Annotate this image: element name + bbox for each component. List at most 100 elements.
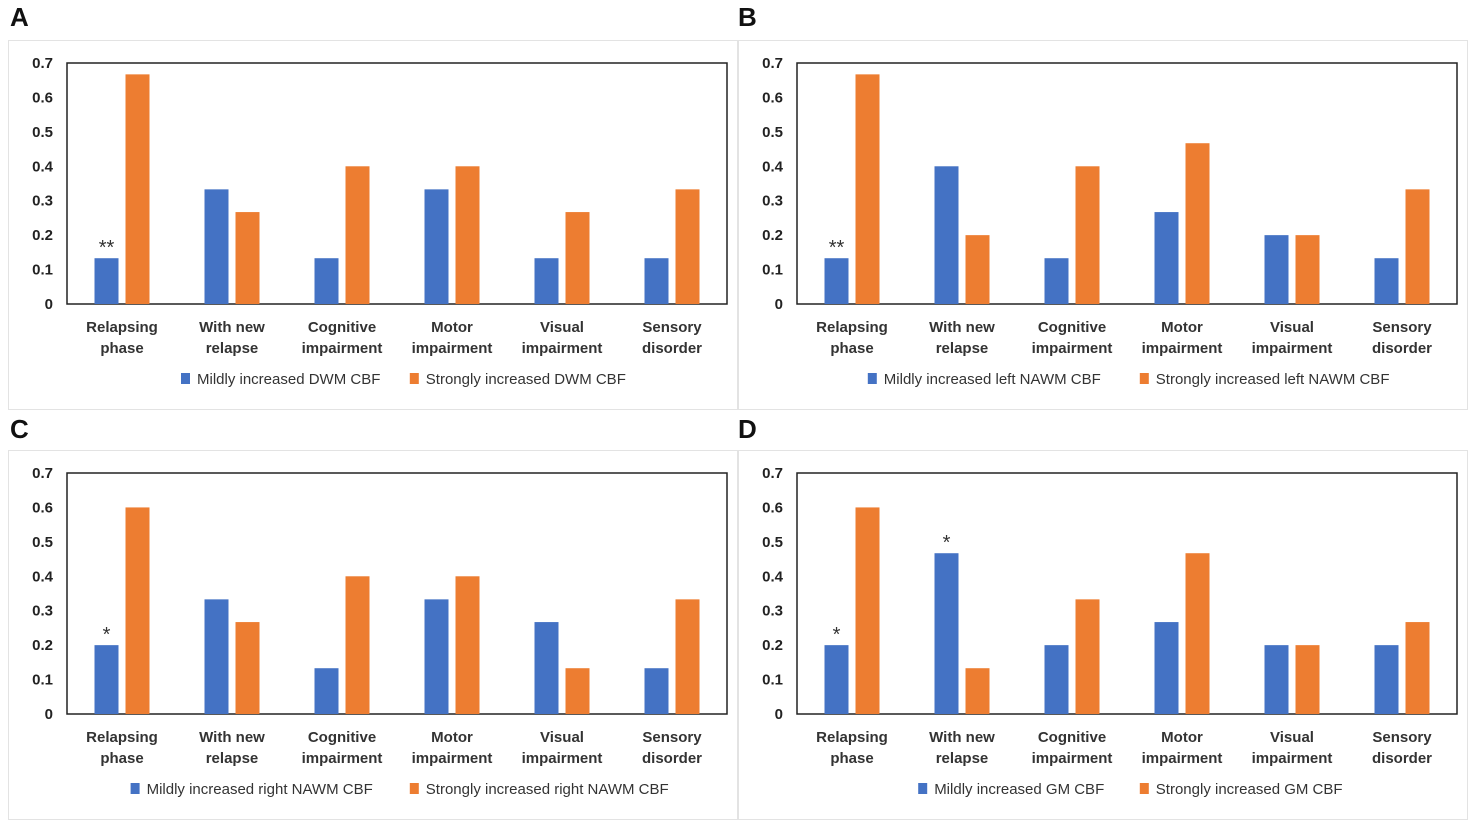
bar-strong bbox=[565, 212, 590, 304]
category-label-line: Cognitive bbox=[1038, 319, 1106, 336]
y-tick-label: 0 bbox=[45, 296, 53, 313]
category-label-line: impairment bbox=[412, 750, 493, 767]
category-label: Cognitive impairment bbox=[1032, 729, 1113, 767]
category-label-line: disorder bbox=[642, 340, 702, 357]
category-label: With new relapse bbox=[199, 729, 265, 767]
bar-mild bbox=[824, 645, 849, 714]
category-label: With new relapse bbox=[199, 319, 265, 357]
category-label-line: phase bbox=[100, 750, 143, 767]
legend-swatch-strong bbox=[409, 373, 419, 384]
bar-mild bbox=[1374, 645, 1399, 714]
legend-swatch-strong bbox=[409, 783, 419, 794]
category-label-line: Relapsing bbox=[86, 729, 158, 746]
bar-mild bbox=[424, 599, 449, 714]
y-tick-label: 0.7 bbox=[762, 465, 783, 482]
category-label-line: relapse bbox=[206, 340, 259, 357]
bar-strong bbox=[855, 74, 880, 305]
category-label-line: Motor bbox=[1161, 319, 1203, 336]
category-label-line: Sensory bbox=[642, 319, 702, 336]
bar-mild bbox=[424, 189, 449, 304]
category-label-line: disorder bbox=[1372, 340, 1432, 357]
category-label: Cognitive impairment bbox=[1032, 319, 1113, 357]
legend-swatch-mild bbox=[918, 783, 928, 794]
bar-strong bbox=[855, 507, 880, 714]
category-label: Motor impairment bbox=[412, 319, 493, 357]
bar-mild bbox=[934, 166, 959, 304]
bar-strong bbox=[1075, 599, 1100, 714]
category-label-line: relapse bbox=[936, 340, 989, 357]
bar-strong bbox=[965, 235, 990, 304]
bar-strong bbox=[1295, 645, 1320, 714]
bar-strong bbox=[1185, 143, 1210, 304]
bar-strong bbox=[455, 166, 480, 304]
category-label-line: impairment bbox=[1252, 750, 1333, 767]
y-tick-label: 0.6 bbox=[32, 89, 53, 106]
category-label-line: impairment bbox=[302, 340, 383, 357]
category-label: Relapsing phase bbox=[86, 319, 158, 357]
bar-mild bbox=[534, 258, 559, 304]
bar-strong bbox=[1405, 189, 1430, 304]
y-tick-label: 0.5 bbox=[762, 124, 783, 141]
bar-chart-c: 0 0.1 0.2 0.3 0.4 0.5 0.6 0.7 Relapsing phase With… bbox=[32, 465, 728, 798]
category-label-line: Relapsing bbox=[816, 729, 888, 746]
category-label-line: Relapsing bbox=[816, 319, 888, 336]
category-label-line: Motor bbox=[431, 319, 473, 336]
chart-panel-a: 0 0.1 0.2 0.3 0.4 0.5 0.6 0.7 Relapsing phase With… bbox=[8, 40, 738, 410]
bar-strong bbox=[965, 668, 990, 714]
bar-strong bbox=[345, 166, 370, 304]
category-label-line: Relapsing bbox=[86, 319, 158, 336]
legend-label: Mildly increased GM CBF bbox=[934, 781, 1104, 798]
bar-mild bbox=[934, 553, 959, 714]
bar-strong bbox=[675, 599, 700, 714]
y-tick-label: 0.5 bbox=[32, 124, 53, 141]
category-label-line: impairment bbox=[1142, 340, 1223, 357]
bar-strong bbox=[565, 668, 590, 714]
bar-chart-b: 0 0.1 0.2 0.3 0.4 0.5 0.6 0.7 Relapsing phase With… bbox=[762, 55, 1458, 388]
bar-mild bbox=[824, 258, 849, 304]
bar-strong bbox=[345, 576, 370, 714]
y-tick-label: 0.5 bbox=[32, 534, 53, 551]
y-tick-label: 0.3 bbox=[762, 193, 783, 210]
bar-strong bbox=[125, 507, 150, 714]
category-label-line: impairment bbox=[1032, 750, 1113, 767]
category-label: Visual impairment bbox=[522, 319, 603, 357]
category-label: Relapsing phase bbox=[86, 729, 158, 767]
category-label-line: Motor bbox=[431, 729, 473, 746]
bar-mild bbox=[1154, 622, 1179, 714]
y-tick-label: 0.1 bbox=[762, 672, 783, 689]
bar-mild bbox=[1374, 258, 1399, 304]
category-label-line: impairment bbox=[1142, 750, 1223, 767]
category-label: Visual impairment bbox=[522, 729, 603, 767]
legend-swatch-mild bbox=[181, 373, 190, 384]
bar-mild bbox=[1044, 645, 1069, 714]
panel-label-b: B bbox=[738, 2, 757, 32]
bar-strong bbox=[125, 74, 150, 305]
panel-label-c: C bbox=[10, 414, 29, 444]
category-label-line: impairment bbox=[1252, 340, 1333, 357]
chart-panel-b: 0 0.1 0.2 0.3 0.4 0.5 0.6 0.7 Relapsing phase With… bbox=[738, 40, 1468, 410]
legend-swatch-strong bbox=[1139, 783, 1149, 794]
y-tick-label: 0.1 bbox=[762, 262, 783, 279]
legend-label: Mildly increased DWM CBF bbox=[197, 371, 380, 388]
category-label: Cognitive impairment bbox=[302, 729, 383, 767]
category-label-line: impairment bbox=[522, 750, 603, 767]
y-tick-label: 0 bbox=[775, 706, 783, 723]
category-label-line: impairment bbox=[412, 340, 493, 357]
category-label: Sensory disorder bbox=[1372, 319, 1432, 357]
bar-mild bbox=[94, 645, 119, 714]
bar-chart-d: 0 0.1 0.2 0.3 0.4 0.5 0.6 0.7 Relapsing phase With… bbox=[762, 465, 1458, 798]
bar-chart-a: 0 0.1 0.2 0.3 0.4 0.5 0.6 0.7 Relapsing phase With… bbox=[32, 55, 728, 388]
y-tick-label: 0.4 bbox=[32, 158, 54, 175]
y-tick-label: 0.2 bbox=[32, 227, 53, 244]
category-label-line: relapse bbox=[206, 750, 259, 767]
legend-label: Strongly increased GM CBF bbox=[1156, 781, 1343, 798]
legend-swatch-mild bbox=[867, 373, 877, 384]
bar-mild bbox=[644, 668, 669, 714]
category-label: With new relapse bbox=[929, 729, 995, 767]
category-label-line: relapse bbox=[936, 750, 989, 767]
panel-label-a: A bbox=[10, 2, 29, 32]
category-label: Visual impairment bbox=[1252, 729, 1333, 767]
legend-swatch-strong bbox=[1139, 373, 1149, 384]
bar-mild bbox=[534, 622, 559, 714]
chart-panel-d: 0 0.1 0.2 0.3 0.4 0.5 0.6 0.7 Relapsing phase With… bbox=[738, 450, 1468, 820]
